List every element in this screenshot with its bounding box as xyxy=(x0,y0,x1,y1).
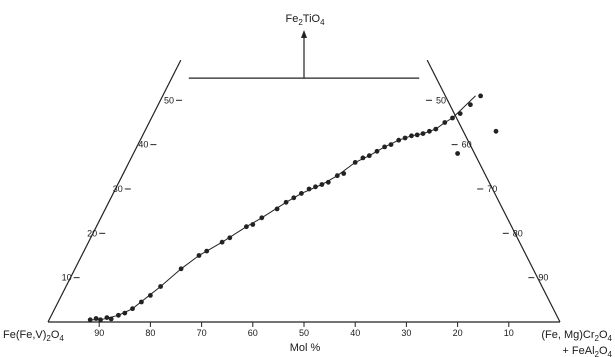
data-point xyxy=(468,102,473,108)
trend-line xyxy=(90,95,476,321)
trend-polyline xyxy=(90,95,476,321)
data-point xyxy=(396,137,402,143)
outlier-point xyxy=(455,151,460,156)
data-point xyxy=(219,239,225,245)
data-point xyxy=(325,179,331,185)
data-point xyxy=(360,155,366,161)
right-tick-label: 60 xyxy=(462,140,472,150)
bottom-tick-label: 40 xyxy=(350,328,360,338)
left-tick-label: 40 xyxy=(138,140,148,150)
data-point xyxy=(178,266,184,272)
data-point xyxy=(204,248,210,254)
bottom-tick-label: 10 xyxy=(504,328,514,338)
apex-label-top: Fe2TiO4 xyxy=(285,13,325,27)
data-point xyxy=(196,253,202,258)
right-edge xyxy=(426,59,561,323)
bottom-tick-label: 90 xyxy=(94,328,104,338)
data-point xyxy=(291,195,297,201)
right-tick-label: 80 xyxy=(513,228,523,238)
data-point xyxy=(108,316,114,322)
left-tick-label: 10 xyxy=(62,273,72,283)
data-point xyxy=(158,284,164,289)
apex-label-right-line1: (Fe, Mg)Cr2O4 xyxy=(541,329,612,343)
data-point xyxy=(414,132,420,138)
data-point xyxy=(227,235,233,241)
bottom-tick-label: 70 xyxy=(197,328,207,338)
data-point xyxy=(334,173,340,179)
apex-label-left: Fe(Fe,V)2O4 xyxy=(3,329,64,343)
data-point xyxy=(433,126,439,132)
data-point xyxy=(116,312,121,318)
data-point xyxy=(283,199,289,205)
data-point xyxy=(478,93,483,99)
data-point xyxy=(319,182,325,187)
left-tick-label: 30 xyxy=(113,184,123,194)
data-point xyxy=(450,115,455,121)
data-point xyxy=(420,131,426,137)
left-tick-label: 50 xyxy=(164,95,174,105)
data-point xyxy=(366,153,372,159)
data-point xyxy=(299,191,304,196)
data-point xyxy=(87,317,93,323)
data-point xyxy=(139,299,144,305)
bottom-tick-label: 60 xyxy=(248,328,258,338)
bottom-tick-label: 30 xyxy=(401,328,411,338)
right-tick-label: 70 xyxy=(487,184,497,194)
axis-ticks: 90 80 70 60 50 40 30 20 10 10 20 30 40 50 50 60 70 80 90 xyxy=(62,95,549,338)
data-point xyxy=(409,133,414,139)
data-point xyxy=(374,148,380,154)
right-tick-label: 90 xyxy=(538,273,548,283)
data-point xyxy=(148,293,153,298)
data-points xyxy=(87,93,499,323)
data-point xyxy=(104,315,110,320)
bottom-tick-label: 50 xyxy=(299,328,309,338)
bottom-tick-label: 20 xyxy=(453,328,463,338)
apex-arrow-head xyxy=(301,30,307,38)
data-point xyxy=(427,128,432,134)
data-point xyxy=(122,310,128,316)
apex-label-right-line2: + FeAl2O4 xyxy=(562,345,612,357)
axis-label-mol-pct: Mol % xyxy=(290,342,321,354)
data-point xyxy=(341,171,347,176)
data-point xyxy=(313,184,318,190)
data-point xyxy=(388,142,394,148)
data-point xyxy=(457,111,463,116)
left-edge xyxy=(47,59,182,323)
data-point xyxy=(98,317,103,323)
left-tick-label: 20 xyxy=(87,228,97,238)
data-point xyxy=(402,135,408,141)
triangle-frame xyxy=(47,30,561,323)
data-point xyxy=(259,215,265,221)
data-point xyxy=(244,224,249,230)
data-point xyxy=(442,120,448,125)
data-point xyxy=(250,222,256,227)
data-point xyxy=(93,316,99,321)
data-point xyxy=(382,144,387,150)
data-point xyxy=(274,206,280,212)
right-tick-label: 50 xyxy=(436,95,446,105)
bottom-tick-label: 80 xyxy=(145,328,155,338)
data-point xyxy=(352,160,358,165)
data-point xyxy=(306,186,312,192)
data-point xyxy=(130,306,135,312)
outlier-point xyxy=(493,128,499,134)
